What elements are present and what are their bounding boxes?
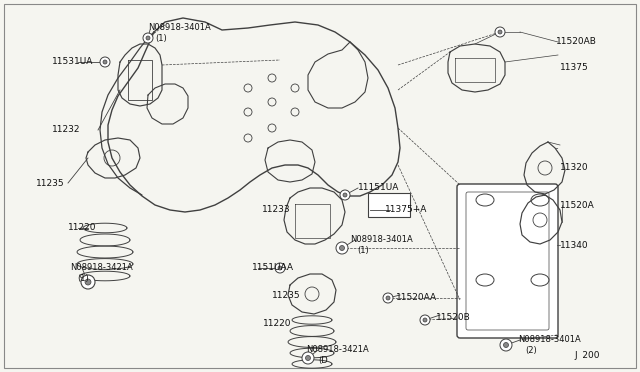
- Circle shape: [275, 263, 285, 273]
- Text: 11520AA: 11520AA: [396, 294, 437, 302]
- Circle shape: [420, 315, 430, 325]
- Text: 11320: 11320: [560, 164, 589, 173]
- Circle shape: [504, 343, 509, 347]
- Text: 11375: 11375: [560, 64, 589, 73]
- Circle shape: [343, 193, 347, 197]
- Text: (2): (2): [525, 346, 537, 355]
- Text: 11531UA: 11531UA: [52, 58, 93, 67]
- Text: N08918-3401A: N08918-3401A: [148, 23, 211, 32]
- Circle shape: [146, 36, 150, 40]
- Text: N08918-3401A: N08918-3401A: [350, 235, 413, 244]
- Circle shape: [386, 296, 390, 300]
- Circle shape: [305, 356, 310, 360]
- Text: (1): (1): [357, 246, 369, 254]
- Circle shape: [495, 27, 505, 37]
- Text: J  200: J 200: [574, 350, 600, 359]
- Text: 11233: 11233: [262, 205, 291, 215]
- Circle shape: [336, 242, 348, 254]
- Text: 11232: 11232: [52, 125, 81, 135]
- Text: 11520B: 11520B: [436, 314, 471, 323]
- Text: 1151UAA: 1151UAA: [252, 263, 294, 273]
- Circle shape: [278, 266, 282, 270]
- Text: 11151UA: 11151UA: [358, 183, 399, 192]
- Circle shape: [85, 279, 91, 285]
- Text: N08918-3401A: N08918-3401A: [518, 336, 580, 344]
- Text: 11375+A: 11375+A: [385, 205, 428, 215]
- Text: N08918-3421A: N08918-3421A: [70, 263, 132, 273]
- FancyBboxPatch shape: [466, 192, 549, 330]
- Text: 11235: 11235: [36, 179, 65, 187]
- Circle shape: [143, 33, 153, 43]
- Text: 11220: 11220: [68, 224, 97, 232]
- Circle shape: [423, 318, 427, 322]
- Circle shape: [340, 190, 350, 200]
- FancyBboxPatch shape: [457, 184, 558, 338]
- Text: N08918-3421A: N08918-3421A: [306, 346, 369, 355]
- Circle shape: [339, 246, 344, 250]
- Circle shape: [100, 57, 110, 67]
- Text: (1): (1): [77, 273, 89, 282]
- Circle shape: [81, 275, 95, 289]
- Text: 11520AB: 11520AB: [556, 38, 597, 46]
- Text: (D: (D: [318, 356, 328, 365]
- Circle shape: [500, 339, 512, 351]
- Text: 11235: 11235: [272, 291, 301, 299]
- Text: 11220: 11220: [263, 318, 291, 327]
- Circle shape: [103, 60, 107, 64]
- Circle shape: [498, 30, 502, 34]
- Circle shape: [383, 293, 393, 303]
- Circle shape: [302, 352, 314, 364]
- Text: 11520A: 11520A: [560, 201, 595, 209]
- Text: (1): (1): [155, 33, 167, 42]
- Text: 11340: 11340: [560, 241, 589, 250]
- FancyBboxPatch shape: [368, 193, 410, 217]
